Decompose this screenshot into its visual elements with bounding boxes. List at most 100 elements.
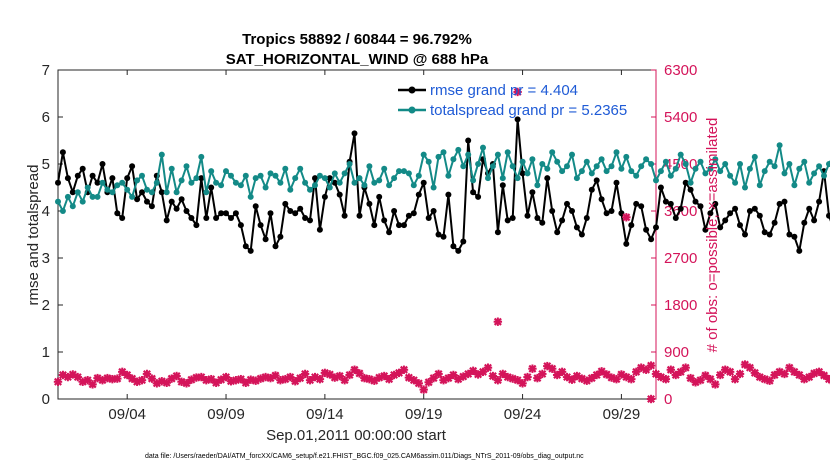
point-rmse xyxy=(430,208,437,214)
point-rmse xyxy=(89,172,96,179)
obs-point xyxy=(434,369,443,379)
y-tick-label: 3 xyxy=(42,250,50,267)
point-rmse xyxy=(252,203,259,210)
point-totalspread xyxy=(99,179,106,186)
point-totalspread xyxy=(573,175,580,182)
point-totalspread xyxy=(554,158,561,165)
point-rmse xyxy=(509,215,516,221)
point-rmse xyxy=(499,182,506,189)
point-totalspread xyxy=(672,165,679,172)
point-totalspread xyxy=(697,158,704,165)
point-rmse xyxy=(761,229,768,236)
point-totalspread xyxy=(593,163,600,170)
point-rmse xyxy=(534,215,541,221)
point-totalspread xyxy=(598,156,605,163)
point-totalspread xyxy=(198,153,205,160)
obs-point xyxy=(142,369,152,379)
point-totalspread xyxy=(618,165,625,172)
point-rmse xyxy=(277,233,284,240)
point-totalspread xyxy=(633,172,640,179)
point-totalspread xyxy=(455,146,462,153)
point-rmse xyxy=(129,163,136,170)
point-totalspread xyxy=(430,184,437,191)
point-rmse xyxy=(742,231,748,238)
point-rmse xyxy=(302,215,309,221)
point-totalspread xyxy=(732,179,739,186)
point-rmse xyxy=(213,215,220,221)
point-totalspread xyxy=(519,158,526,165)
point-rmse xyxy=(420,179,427,186)
point-totalspread xyxy=(262,184,269,191)
point-totalspread xyxy=(257,172,264,179)
legend-totalspread-marker xyxy=(408,106,416,114)
obs-point xyxy=(493,317,503,326)
point-totalspread xyxy=(435,153,442,160)
y-tick-label: 1 xyxy=(42,344,50,361)
point-totalspread xyxy=(559,168,566,175)
point-totalspread xyxy=(529,156,536,163)
point-totalspread xyxy=(321,175,328,182)
point-rmse xyxy=(544,175,551,182)
point-rmse xyxy=(806,205,813,212)
point-totalspread xyxy=(203,189,210,196)
point-totalspread xyxy=(687,179,694,186)
y-right-tick-label: 5400 xyxy=(664,109,697,126)
point-rmse xyxy=(608,208,615,214)
point-totalspread xyxy=(223,168,229,175)
series-group xyxy=(53,87,830,404)
point-rmse xyxy=(198,175,205,182)
point-rmse xyxy=(119,215,126,221)
point-rmse xyxy=(139,189,145,196)
obs-point xyxy=(399,365,409,374)
point-rmse xyxy=(144,198,150,205)
point-totalspread xyxy=(361,182,368,189)
point-rmse xyxy=(677,205,684,212)
point-rmse xyxy=(163,217,170,224)
obs-point xyxy=(409,376,419,385)
obs-point xyxy=(419,385,428,394)
point-totalspread xyxy=(173,189,180,196)
point-rmse xyxy=(158,189,165,196)
point-totalspread xyxy=(153,179,160,186)
point-totalspread xyxy=(208,168,215,175)
point-totalspread xyxy=(64,193,71,200)
point-totalspread xyxy=(761,168,768,175)
point-totalspread xyxy=(816,163,823,170)
point-totalspread xyxy=(539,161,546,167)
point-totalspread xyxy=(692,165,699,172)
point-rmse xyxy=(247,247,254,254)
point-totalspread xyxy=(608,163,615,170)
point-totalspread xyxy=(74,189,81,196)
point-totalspread xyxy=(218,182,225,189)
point-totalspread xyxy=(786,161,793,167)
point-rmse xyxy=(228,215,234,221)
point-totalspread xyxy=(366,163,373,170)
point-totalspread xyxy=(69,203,76,210)
series-totalspread xyxy=(55,142,830,214)
obs-point xyxy=(602,370,611,379)
point-totalspread xyxy=(228,172,234,179)
point-rmse xyxy=(722,217,729,224)
point-rmse xyxy=(623,240,630,247)
point-totalspread xyxy=(242,172,249,179)
y-tick-label: 0 xyxy=(42,391,50,408)
point-rmse xyxy=(326,175,333,182)
y-tick-label: 4 xyxy=(42,203,50,220)
point-totalspread xyxy=(410,182,417,189)
point-rmse xyxy=(667,200,674,207)
point-totalspread xyxy=(509,163,516,170)
point-totalspread xyxy=(282,165,289,172)
point-rmse xyxy=(445,191,452,198)
point-rmse xyxy=(386,229,393,236)
point-rmse xyxy=(771,219,778,226)
point-totalspread xyxy=(336,179,343,186)
obs-point xyxy=(518,379,527,388)
point-rmse xyxy=(598,196,605,203)
point-totalspread xyxy=(396,168,402,175)
point-rmse xyxy=(237,222,244,229)
point-rmse xyxy=(603,210,610,217)
point-rmse xyxy=(672,215,679,221)
obs-point xyxy=(651,369,661,379)
point-rmse xyxy=(682,179,689,186)
y-right-tick-label: 900 xyxy=(664,344,689,361)
